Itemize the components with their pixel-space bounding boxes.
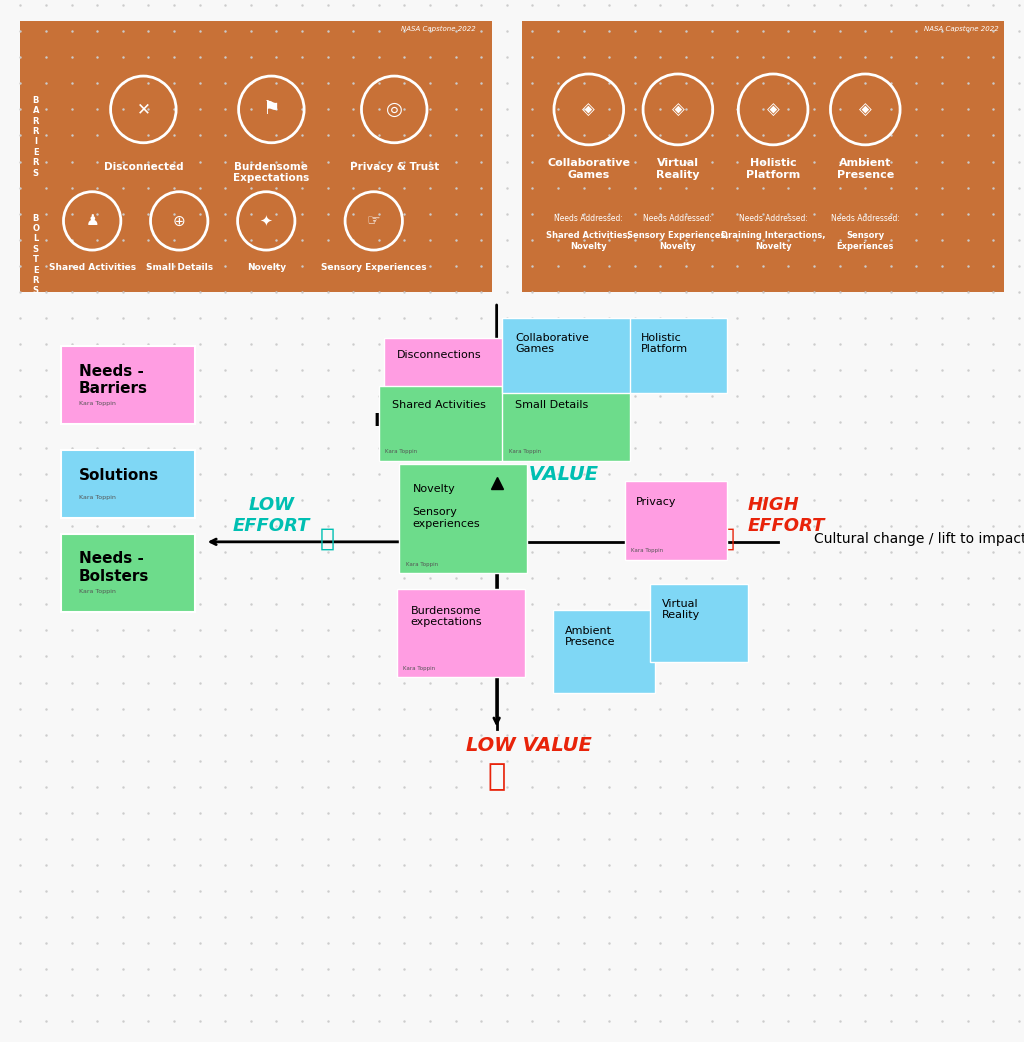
Text: Ambient
Presence: Ambient Presence — [837, 158, 894, 180]
Text: Collaborative
Games: Collaborative Games — [547, 158, 631, 180]
FancyBboxPatch shape — [397, 589, 525, 677]
Text: Holistic
Platform: Holistic Platform — [746, 158, 800, 180]
FancyBboxPatch shape — [61, 450, 195, 518]
FancyBboxPatch shape — [522, 21, 1004, 292]
Text: ⛶: ⛶ — [487, 428, 506, 457]
Text: NASA Capstone 2022: NASA Capstone 2022 — [924, 26, 998, 32]
Text: Shared Activities,
Novelty: Shared Activities, Novelty — [547, 231, 631, 251]
Text: Needs Addressed:: Needs Addressed: — [643, 214, 713, 223]
Text: Virtual
Reality: Virtual Reality — [662, 599, 699, 620]
Text: 🚶: 🚶 — [321, 526, 335, 551]
Text: Kara Toppin: Kara Toppin — [79, 589, 116, 594]
Text: ✦: ✦ — [260, 214, 272, 228]
FancyBboxPatch shape — [502, 386, 630, 461]
Text: Holistic
Platform: Holistic Platform — [641, 332, 688, 354]
Text: LOW VALUE: LOW VALUE — [466, 736, 592, 754]
Text: Kara Toppin: Kara Toppin — [406, 562, 437, 567]
Text: ⊕: ⊕ — [173, 214, 185, 228]
Text: Needs -
Barriers: Needs - Barriers — [79, 364, 147, 396]
Text: Small Details: Small Details — [515, 400, 589, 411]
Text: Burdensome
expectations: Burdensome expectations — [411, 605, 482, 627]
FancyBboxPatch shape — [650, 584, 748, 662]
Text: ♟: ♟ — [85, 214, 99, 228]
Text: Kara Toppin: Kara Toppin — [403, 666, 435, 671]
Text: Kara Toppin: Kara Toppin — [79, 495, 116, 500]
Text: ◈: ◈ — [672, 100, 684, 119]
Text: Novelty

Sensory
experiences: Novelty Sensory experiences — [413, 483, 480, 528]
FancyBboxPatch shape — [553, 610, 655, 693]
Text: HIGH
EFFORT: HIGH EFFORT — [748, 496, 825, 536]
Text: ☞: ☞ — [367, 214, 381, 228]
Text: Burdensome
Expectations: Burdensome Expectations — [233, 162, 309, 183]
FancyBboxPatch shape — [625, 481, 727, 560]
Text: LOW
EFFORT: LOW EFFORT — [232, 496, 310, 536]
Text: Sensory Experiences: Sensory Experiences — [321, 263, 427, 272]
Text: Sensory Experiences,
Novelty: Sensory Experiences, Novelty — [627, 231, 729, 251]
Text: NASA Capstone 2022: NASA Capstone 2022 — [401, 26, 476, 32]
Text: Collaborative
Games: Collaborative Games — [515, 332, 590, 354]
Text: ◎: ◎ — [386, 100, 402, 119]
FancyBboxPatch shape — [379, 386, 507, 461]
Text: Disconnected: Disconnected — [103, 162, 183, 172]
Text: ⚑: ⚑ — [262, 100, 281, 119]
Text: Ambient
Presence: Ambient Presence — [564, 625, 615, 647]
Text: Solutions: Solutions — [79, 468, 159, 482]
Text: Virtual
Reality: Virtual Reality — [656, 158, 699, 180]
Text: 🏃: 🏃 — [720, 526, 734, 551]
Text: END USER - ASTRONAUT: END USER - ASTRONAUT — [374, 412, 620, 429]
Text: ◈: ◈ — [767, 100, 779, 119]
Text: Disconnections: Disconnections — [397, 350, 482, 359]
FancyBboxPatch shape — [20, 21, 492, 292]
Text: Needs Addressed:: Needs Addressed: — [830, 214, 900, 223]
Text: ⛶: ⛶ — [487, 762, 506, 791]
Text: Needs Addressed:: Needs Addressed: — [738, 214, 808, 223]
Text: Draining Interactions,
Novelty: Draining Interactions, Novelty — [721, 231, 825, 251]
Text: HIGH VALUE: HIGH VALUE — [466, 465, 598, 483]
FancyBboxPatch shape — [399, 464, 527, 573]
Text: Kara Toppin: Kara Toppin — [385, 449, 417, 454]
Text: Needs -
Bolsters: Needs - Bolsters — [79, 551, 150, 584]
Text: Privacy: Privacy — [636, 497, 677, 506]
Text: Kara Toppin: Kara Toppin — [79, 401, 116, 406]
FancyBboxPatch shape — [61, 534, 195, 612]
FancyBboxPatch shape — [384, 338, 512, 396]
Text: ◈: ◈ — [583, 100, 595, 119]
Text: Shared Activities: Shared Activities — [392, 400, 486, 411]
Text: Small Details: Small Details — [145, 263, 213, 272]
FancyBboxPatch shape — [630, 318, 727, 393]
Text: Novelty: Novelty — [247, 263, 286, 272]
Text: Kara Toppin: Kara Toppin — [631, 548, 663, 553]
Text: Cultural change / lift to impact: Cultural change / lift to impact — [814, 531, 1024, 546]
Text: Sensory
Experiences: Sensory Experiences — [837, 231, 894, 251]
FancyBboxPatch shape — [61, 346, 195, 424]
Text: Needs Addressed:: Needs Addressed: — [554, 214, 624, 223]
Text: Privacy & Trust: Privacy & Trust — [349, 162, 439, 172]
Text: Shared Activities: Shared Activities — [48, 263, 136, 272]
Text: Kara Toppin: Kara Toppin — [509, 449, 541, 454]
FancyBboxPatch shape — [502, 318, 635, 393]
Text: ◈: ◈ — [859, 100, 871, 119]
Text: B
O
L
S
T
E
R
S: B O L S T E R S — [33, 214, 39, 296]
Text: B
A
R
R
I
E
R
S: B A R R I E R S — [33, 96, 39, 178]
Text: ✕: ✕ — [136, 100, 151, 119]
